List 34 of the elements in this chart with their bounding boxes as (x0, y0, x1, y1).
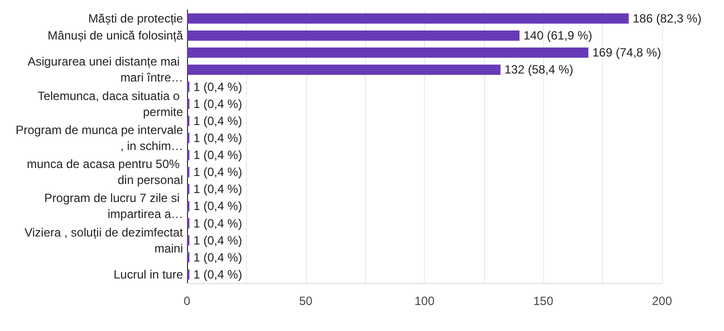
x-tick-label: 0 (184, 294, 191, 308)
data-label: 1 (0,4 %) (193, 182, 242, 196)
data-label: 1 (0,4 %) (193, 199, 242, 214)
data-label: 186 (82,3 %) (632, 12, 702, 26)
bar (187, 30, 520, 41)
y-tick-label: Viziera , soluții de dezimfectat maini (24, 225, 184, 256)
data-label: 1 (0,4 %) (193, 130, 242, 145)
data-label: 1 (0,4 %) (193, 114, 242, 128)
bar (187, 64, 500, 75)
y-tick-label: Program de munca pe intervale, in schim… (16, 122, 184, 153)
y-tick-label: Asigurarea unei distanțe mai mari între… (28, 54, 183, 85)
data-label: 1 (0,4 %) (193, 96, 242, 111)
y-tick-label: munca de acasa pentru 50% din personal (26, 157, 183, 188)
x-tick-label: 100 (414, 294, 435, 308)
data-label: 1 (0,4 %) (193, 267, 242, 282)
x-tick-label: 150 (533, 294, 554, 308)
y-tick-label: Lucrul in ture (114, 267, 184, 282)
x-tick-label: 50 (299, 294, 313, 308)
data-label: 132 (58,4 %) (504, 62, 574, 77)
data-label: 1 (0,4 %) (193, 216, 242, 230)
y-tick-label: Mânuși de unică folosință (48, 28, 184, 43)
data-label: 1 (0,4 %) (193, 80, 242, 94)
data-label: 1 (0,4 %) (193, 250, 242, 264)
y-tick-label: Măști de protecție (88, 12, 184, 26)
bar (187, 13, 629, 24)
data-label: 169 (74,8 %) (592, 46, 662, 60)
data-label: 1 (0,4 %) (193, 165, 242, 180)
bar (187, 48, 588, 58)
x-tick-label: 200 (652, 294, 672, 308)
y-tick-label: Program de lucru 7 zile si impartirea a… (44, 191, 183, 222)
data-label: 1 (0,4 %) (193, 233, 242, 248)
data-label: 1 (0,4 %) (193, 148, 242, 162)
y-tick-label: Telemunca, daca situatia o permite (38, 88, 184, 119)
data-label: 140 (61,9 %) (524, 28, 592, 43)
